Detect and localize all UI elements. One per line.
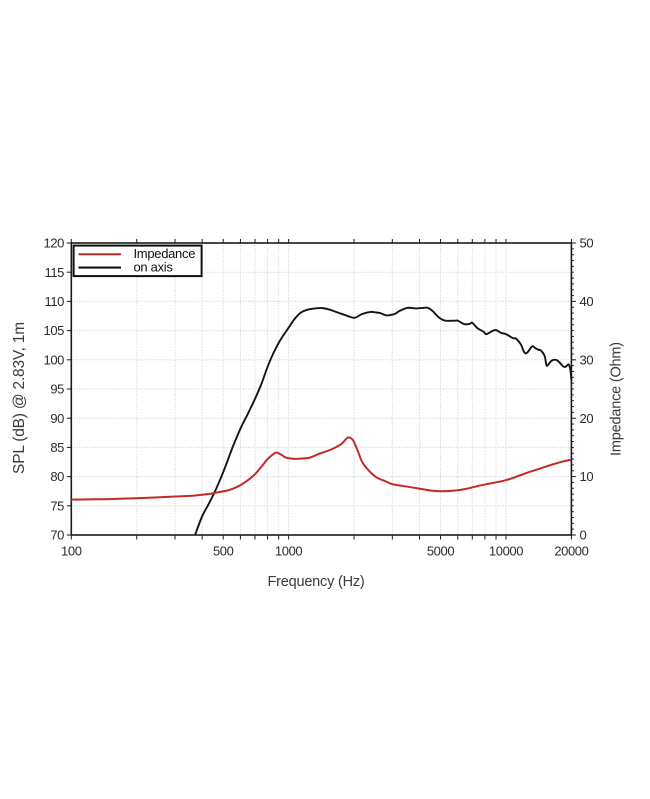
svg-text:90: 90 bbox=[50, 411, 64, 426]
svg-text:20: 20 bbox=[580, 411, 594, 426]
svg-text:20000: 20000 bbox=[554, 544, 588, 559]
svg-text:40: 40 bbox=[580, 294, 594, 309]
svg-text:50: 50 bbox=[580, 236, 594, 251]
svg-text:105: 105 bbox=[44, 323, 65, 338]
svg-text:0: 0 bbox=[580, 528, 587, 543]
svg-text:110: 110 bbox=[44, 294, 64, 309]
svg-text:100: 100 bbox=[61, 544, 82, 559]
svg-text:1000: 1000 bbox=[275, 544, 302, 559]
svg-text:500: 500 bbox=[213, 544, 234, 559]
svg-text:85: 85 bbox=[50, 440, 64, 455]
svg-text:80: 80 bbox=[50, 469, 64, 484]
svg-text:Impedance: Impedance bbox=[134, 246, 196, 261]
svg-text:10: 10 bbox=[580, 469, 594, 484]
svg-text:70: 70 bbox=[50, 528, 64, 543]
svg-text:120: 120 bbox=[44, 236, 65, 251]
svg-text:Frequency (Hz): Frequency (Hz) bbox=[267, 574, 364, 590]
svg-text:100: 100 bbox=[44, 352, 65, 367]
svg-text:75: 75 bbox=[50, 498, 64, 513]
svg-text:10000: 10000 bbox=[489, 544, 523, 559]
svg-text:on axis: on axis bbox=[134, 259, 174, 274]
svg-text:Impedance (Ohm): Impedance (Ohm) bbox=[609, 342, 625, 456]
svg-text:30: 30 bbox=[580, 352, 594, 367]
svg-text:115: 115 bbox=[44, 265, 64, 280]
svg-text:5000: 5000 bbox=[427, 544, 454, 559]
svg-text:SPL (dB) @ 2.83V, 1m: SPL (dB) @ 2.83V, 1m bbox=[11, 322, 28, 474]
svg-text:95: 95 bbox=[50, 382, 64, 397]
